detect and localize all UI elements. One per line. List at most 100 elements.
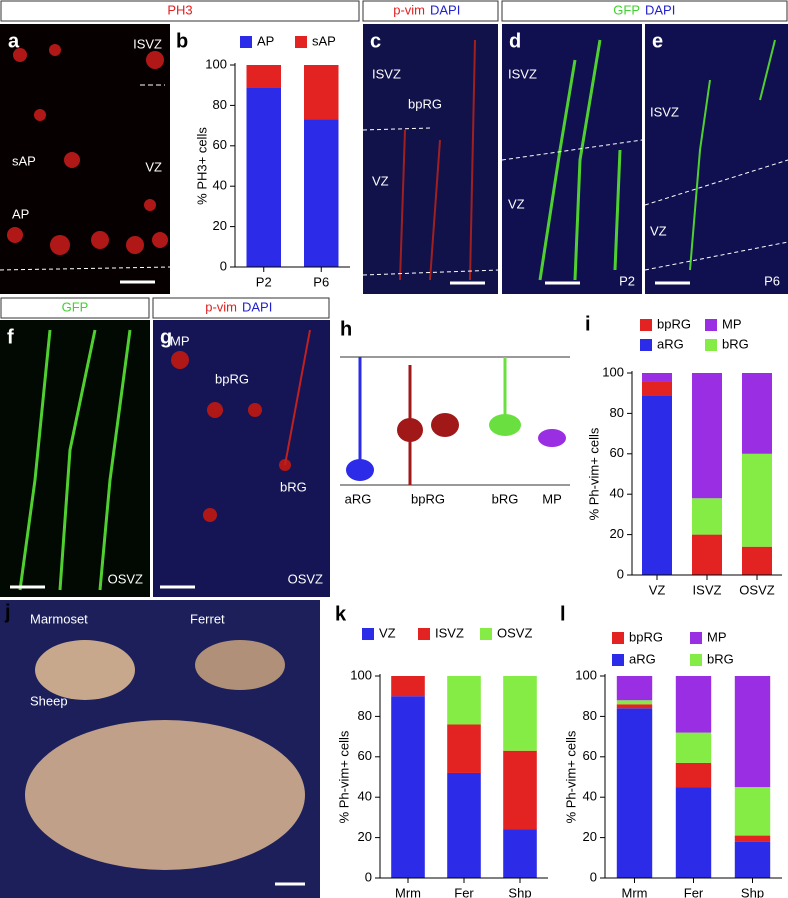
- label: bpRG: [215, 371, 249, 386]
- bar-segment: [742, 373, 772, 454]
- y-tick-label: 20: [610, 526, 624, 541]
- boundary: [362, 269, 499, 276]
- label: VZ: [508, 196, 525, 211]
- bar-segment: [503, 676, 537, 751]
- y-tick-label: 40: [213, 178, 227, 193]
- y-tick-label: 40: [358, 789, 372, 804]
- bar-segment: [642, 373, 672, 382]
- y-tick-label: 100: [602, 364, 624, 379]
- fibers: [284, 329, 311, 466]
- fibers: [538, 39, 622, 281]
- bar-segment: [447, 724, 481, 773]
- y-tick-label: 100: [205, 56, 227, 71]
- bar-segment: [692, 373, 722, 499]
- y-tick-label: 40: [583, 789, 597, 804]
- legend-label: aRG: [657, 336, 684, 351]
- boundary: [501, 139, 643, 161]
- cell: [397, 418, 423, 442]
- y-tick-label: 60: [583, 748, 597, 763]
- label: ISVZ: [133, 36, 162, 51]
- label: VZ: [650, 223, 667, 238]
- cell: [489, 414, 521, 436]
- legend-swatch: [480, 628, 492, 640]
- header-box: [0, 297, 150, 319]
- bar-segment: [734, 841, 771, 878]
- legend-label: VZ: [379, 625, 396, 640]
- boundary: [0, 266, 171, 271]
- legend-label: bRG: [722, 336, 749, 351]
- legend-label: ISVZ: [435, 625, 464, 640]
- legend-swatch: [612, 632, 624, 644]
- x-tick-label: VZ: [649, 582, 666, 597]
- legend-label: aRG: [629, 651, 656, 666]
- legend-label: MP: [722, 316, 742, 331]
- x-tick-label: Mrm: [622, 885, 648, 898]
- legend-label: bpRG: [657, 316, 691, 331]
- label: OSVZ: [108, 571, 143, 586]
- x-tick-label: ISVZ: [693, 582, 722, 597]
- legend-swatch: [295, 36, 307, 48]
- bar-segment: [734, 676, 771, 788]
- x-tick-label: P6: [313, 274, 329, 289]
- panel-letter: i: [585, 313, 591, 335]
- brain: [25, 720, 305, 870]
- label: ISVZ: [508, 66, 537, 81]
- cells: [171, 351, 291, 522]
- bar-segment: [391, 676, 425, 697]
- panel-letter: k: [335, 603, 347, 625]
- label: MP: [170, 333, 190, 348]
- bar-segment: [642, 381, 672, 396]
- header: DAPI: [645, 2, 675, 17]
- label: bpRG: [408, 96, 442, 111]
- y-tick-label: 20: [583, 829, 597, 844]
- y-axis-label: % Ph-vim+ cells: [563, 730, 578, 823]
- x-tick-label: Shp: [741, 885, 764, 898]
- label: MP: [542, 491, 562, 506]
- header: p-vim: [393, 2, 425, 17]
- bar-segment: [675, 732, 712, 763]
- x-tick-label: OSVZ: [739, 582, 774, 597]
- header-box: [0, 0, 360, 22]
- x-tick-label: Fer: [454, 885, 474, 898]
- bar-segment: [675, 787, 712, 878]
- bar-segment: [642, 395, 672, 575]
- header-box: [501, 0, 788, 22]
- label: ISVZ: [372, 66, 401, 81]
- bar-segment: [616, 700, 653, 705]
- label: OSVZ: [288, 571, 323, 586]
- brain: [35, 640, 135, 700]
- legend-swatch: [690, 632, 702, 644]
- label: sAP: [12, 153, 36, 168]
- bar-segment: [304, 65, 339, 120]
- panel-letter: h: [340, 318, 352, 340]
- y-axis-label: % PH3+ cells: [194, 127, 209, 205]
- y-tick-label: 20: [213, 218, 227, 233]
- cell: [431, 413, 459, 437]
- bar-segment: [742, 453, 772, 547]
- y-tick-label: 60: [358, 748, 372, 763]
- panel-letter: b: [176, 30, 188, 52]
- header-box: [362, 0, 499, 22]
- cell: [538, 429, 566, 447]
- label: aRG: [345, 491, 372, 506]
- panel-letter: a: [8, 30, 20, 52]
- y-tick-label: 60: [213, 137, 227, 152]
- bar-segment: [616, 708, 653, 878]
- micrograph: [363, 24, 498, 294]
- bar-segment: [503, 750, 537, 830]
- label: bpRG: [411, 491, 445, 506]
- legend-swatch: [240, 36, 252, 48]
- y-tick-label: 100: [350, 667, 372, 682]
- panel-letter: j: [4, 601, 11, 623]
- boundary: [644, 241, 788, 271]
- y-tick-label: 80: [213, 97, 227, 112]
- micrograph: [645, 24, 788, 294]
- y-axis-label: % Ph-vim+ cells: [586, 427, 601, 520]
- label: Marmoset: [30, 611, 88, 626]
- y-tick-label: 0: [365, 869, 372, 884]
- legend-label: sAP: [312, 33, 336, 48]
- bar-segment: [246, 65, 281, 88]
- panel-letter: c: [370, 30, 381, 52]
- bar-segment: [447, 772, 481, 878]
- label: bRG: [492, 491, 519, 506]
